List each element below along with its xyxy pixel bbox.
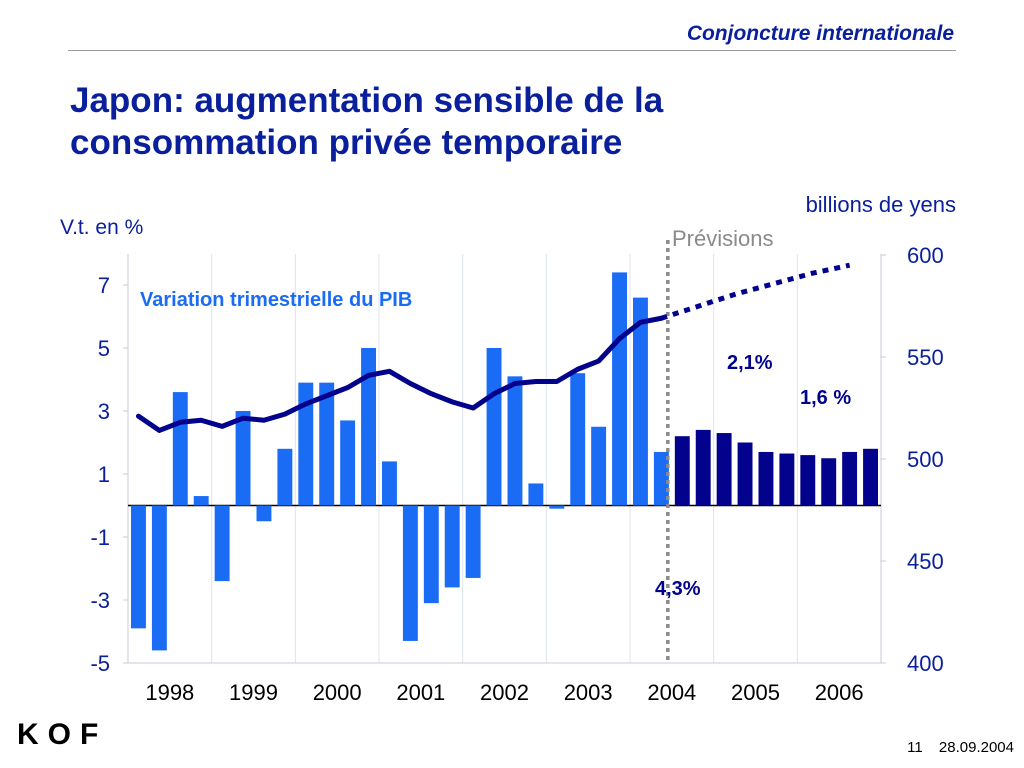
gdp-bar xyxy=(716,433,732,506)
gdp-bar xyxy=(528,483,544,506)
slide-title: Japon: augmentation sensible de la conso… xyxy=(70,81,664,162)
gdp-bar xyxy=(821,458,837,506)
x-tick-label: 2003 xyxy=(564,680,613,705)
gdp-bar xyxy=(214,505,230,582)
gdp-bar xyxy=(863,448,878,506)
gdp-bar xyxy=(633,297,648,506)
gdp-bar xyxy=(758,451,774,506)
section-title: Conjoncture internationale xyxy=(686,22,954,45)
x-tick-label: 2005 xyxy=(731,680,780,705)
gdp-bar xyxy=(674,436,690,506)
gdp-bar xyxy=(277,448,293,506)
right-tick-label: 500 xyxy=(907,447,944,472)
gdp-bar xyxy=(382,461,397,506)
annotation-1-6: 1,6 % xyxy=(800,387,852,409)
left-tick-label: 3 xyxy=(98,399,110,424)
header-divider xyxy=(68,50,956,51)
gdp-bar xyxy=(172,392,188,506)
right-tick-label: 550 xyxy=(907,345,944,370)
gdp-bar xyxy=(612,272,627,506)
gdp-bar xyxy=(737,442,753,506)
gdp-bar xyxy=(402,505,418,641)
gdp-bar xyxy=(591,426,607,506)
gdp-bar xyxy=(131,505,146,629)
x-tick-label: 2001 xyxy=(396,680,445,705)
gdp-bar xyxy=(695,429,711,506)
kof-logo: KOF xyxy=(17,718,108,751)
gdp-bar xyxy=(570,373,586,506)
gdp-bar xyxy=(235,411,251,506)
right-tick-label: 450 xyxy=(907,549,944,574)
gdp-bar xyxy=(423,505,439,604)
left-tick-label: 7 xyxy=(98,273,110,298)
gdp-bar xyxy=(256,505,272,522)
consumption-forecast-line xyxy=(660,262,851,321)
x-tick-label: 1998 xyxy=(145,680,194,705)
gdp-bar xyxy=(361,348,376,506)
left-tick-label: -1 xyxy=(90,525,110,550)
footer-date: 28.09.2004 xyxy=(938,739,1014,756)
gdp-bar xyxy=(151,505,167,651)
left-tick-label: -3 xyxy=(90,588,110,613)
page-number: 11 xyxy=(907,739,923,756)
right-axis-label: billions de yens xyxy=(805,192,956,217)
gdp-bar xyxy=(549,505,565,509)
gdp-bar xyxy=(193,496,209,506)
left-tick-label: 5 xyxy=(98,336,110,361)
gdp-bar xyxy=(319,382,335,506)
gdp-bar xyxy=(653,451,669,506)
gdp-bar xyxy=(779,453,795,506)
gdp-bar xyxy=(486,348,502,506)
left-tick-label: -5 xyxy=(90,651,110,676)
left-tick-label: 1 xyxy=(98,462,110,487)
gdp-bar xyxy=(444,505,460,588)
x-tick-label: 2004 xyxy=(647,680,696,705)
footer: 11 28.09.2004 xyxy=(895,739,1014,756)
gdp-bar xyxy=(298,382,314,506)
annotation-2-1: 2,1% xyxy=(727,352,773,374)
x-tick-label: 2006 xyxy=(815,680,864,705)
annotation-4-3: 4,3% xyxy=(655,578,701,600)
x-tick-label: 2002 xyxy=(480,680,529,705)
gdp-bar xyxy=(340,420,356,506)
left-axis-label: V.t. en % xyxy=(60,216,144,239)
consumption-line xyxy=(135,315,664,433)
right-tick-label: 600 xyxy=(907,243,944,268)
gdp-bar xyxy=(507,376,523,506)
gdp-bar xyxy=(465,505,481,578)
x-tick-label: 2000 xyxy=(313,680,362,705)
gdp-bar xyxy=(842,451,858,506)
series-label: Variation trimestrielle du PIB xyxy=(140,289,413,311)
right-tick-label: 400 xyxy=(907,651,944,676)
gdp-bar xyxy=(800,455,816,506)
x-tick-label: 1999 xyxy=(229,680,278,705)
forecast-label: Prévisions xyxy=(672,226,774,251)
